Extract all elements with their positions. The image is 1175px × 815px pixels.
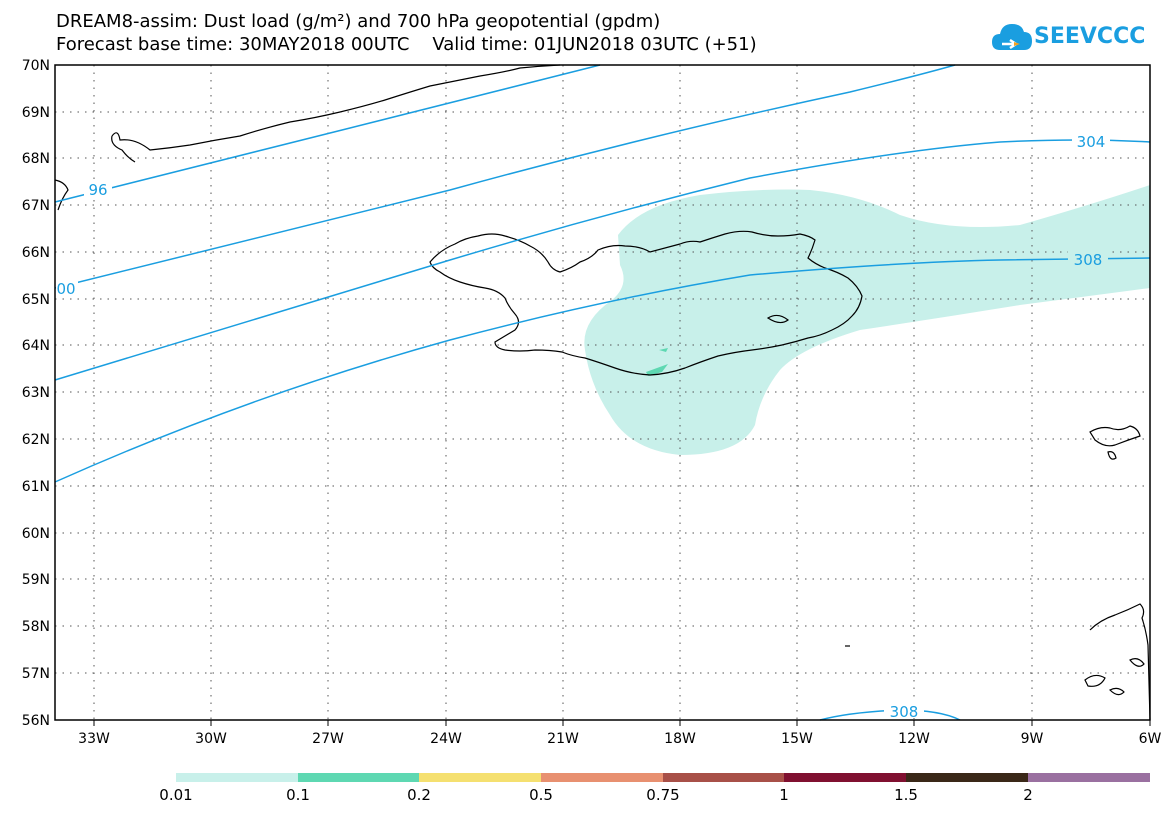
lat-label: 70N xyxy=(22,58,50,74)
legend-swatch xyxy=(663,773,784,782)
lat-label: 65N xyxy=(22,292,50,308)
lon-label: 6W xyxy=(1139,731,1162,747)
coastlines xyxy=(54,64,1151,721)
longitude-labels: 33W 30W 27W 24W 21W 18W 15W 12W 9W 6W xyxy=(78,731,1161,747)
contour-label-304: 304 xyxy=(1077,133,1106,151)
lat-label: 69N xyxy=(22,105,50,121)
lon-label: 15W xyxy=(781,731,813,747)
legend-swatch xyxy=(784,773,906,782)
legend-swatch xyxy=(176,773,298,782)
lat-label: 57N xyxy=(22,666,50,682)
lon-label: 27W xyxy=(312,731,344,747)
cloud-icon xyxy=(992,24,1032,50)
legend-label: 1 xyxy=(779,786,789,804)
legend-swatch xyxy=(541,773,663,782)
lon-label: 24W xyxy=(430,731,462,747)
latitude-labels: 70N 69N 68N 67N 66N 65N 64N 63N 62N 61N … xyxy=(22,58,50,729)
contour-label-96: 96 xyxy=(88,181,107,199)
lat-label: 68N xyxy=(22,151,50,167)
lat-label: 64N xyxy=(22,338,50,354)
dust-area xyxy=(584,185,1150,455)
lat-label: 60N xyxy=(22,526,50,542)
lat-label: 67N xyxy=(22,198,50,214)
lon-label: 21W xyxy=(547,731,579,747)
legend-label: 0.1 xyxy=(286,786,310,804)
lat-label: 56N xyxy=(22,713,50,729)
lat-label: 66N xyxy=(22,245,50,261)
legend-label: 0.5 xyxy=(529,786,553,804)
chart-title: DREAM8-assim: Dust load (g/m²) and 700 h… xyxy=(56,11,661,32)
contour-labels: 304 96 00 308 308 xyxy=(56,132,1110,721)
lon-label: 12W xyxy=(898,731,930,747)
lon-label: 9W xyxy=(1021,731,1044,747)
grid-lines xyxy=(55,65,1150,720)
lon-label: 33W xyxy=(78,731,110,747)
legend-label: 0.01 xyxy=(159,786,193,804)
lat-label: 61N xyxy=(22,479,50,495)
chart-subtitle: Forecast base time: 30MAY2018 00UTC Vali… xyxy=(56,34,757,55)
legend-swatch xyxy=(298,773,419,782)
legend-swatch xyxy=(1028,773,1150,782)
map-frame xyxy=(54,64,1151,721)
axis-ticks xyxy=(93,720,1151,726)
contour-label-308-b: 308 xyxy=(890,703,919,721)
legend-swatch xyxy=(419,773,541,782)
legend-label: 0.75 xyxy=(646,786,680,804)
lat-label: 58N xyxy=(22,619,50,635)
legend-label: 1.5 xyxy=(894,786,918,804)
lon-label: 30W xyxy=(195,731,227,747)
legend-label: 2 xyxy=(1023,786,1033,804)
lat-label: 63N xyxy=(22,385,50,401)
legend-label: 0.2 xyxy=(407,786,431,804)
lon-label: 18W xyxy=(664,731,696,747)
contour-label-00: 00 xyxy=(56,280,75,298)
lat-label: 62N xyxy=(22,432,50,448)
logo-text: SEEVCCC xyxy=(1034,24,1146,49)
contour-label-308-a: 308 xyxy=(1074,251,1103,269)
lat-label: 59N xyxy=(22,572,50,588)
legend-swatch xyxy=(906,773,1028,782)
